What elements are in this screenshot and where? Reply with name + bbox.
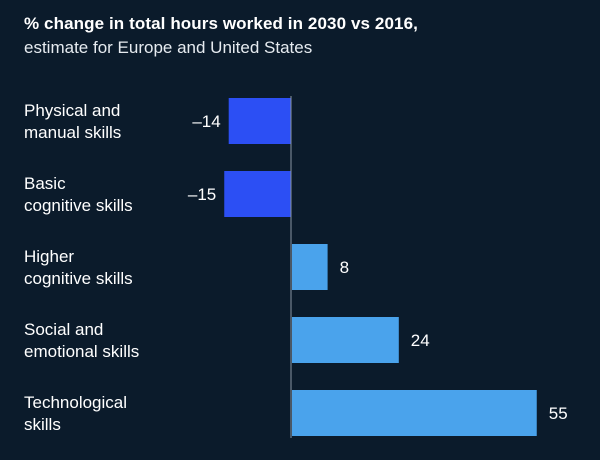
- category-label-line: Technological: [24, 393, 127, 412]
- value-label: 55: [549, 404, 568, 423]
- bar: [292, 390, 537, 436]
- bar: [228, 98, 291, 144]
- value-label: –14: [192, 112, 220, 131]
- category-label-line: Physical and: [24, 101, 120, 120]
- value-label: –15: [188, 185, 216, 204]
- category-label-line: Basic: [24, 174, 66, 193]
- category-label-line: cognitive skills: [24, 196, 133, 215]
- category-label: Basic cognitive skills: [24, 174, 133, 215]
- category-label: Physical and manual skills: [24, 101, 121, 142]
- bar: [292, 317, 399, 363]
- category-label-line: manual skills: [24, 123, 121, 142]
- category-label-line: Social and: [24, 320, 103, 339]
- category-label-line: skills: [24, 415, 61, 434]
- category-label-line: emotional skills: [24, 342, 139, 361]
- value-label: 8: [340, 258, 349, 277]
- category-label: Technological skills: [24, 393, 127, 434]
- category-label: Higher cognitive skills: [24, 247, 133, 288]
- category-label-line: Higher: [24, 247, 74, 266]
- category-label-line: cognitive skills: [24, 269, 133, 288]
- category-label: Social and emotional skills: [24, 320, 139, 361]
- value-label: 24: [411, 331, 430, 350]
- chart-subtitle: estimate for Europe and United States: [24, 38, 313, 57]
- chart-title: % change in total hours worked in 2030 v…: [24, 14, 418, 33]
- bar: [292, 244, 328, 290]
- bar: [224, 171, 291, 217]
